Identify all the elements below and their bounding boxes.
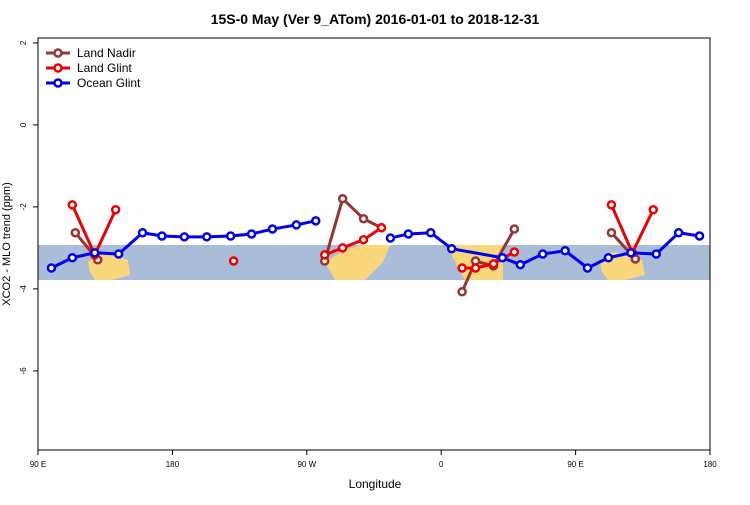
data-point <box>673 227 684 238</box>
data-point <box>291 220 302 230</box>
data-point <box>651 249 661 259</box>
data-point <box>515 259 526 270</box>
land <box>325 245 390 280</box>
data-point <box>311 216 321 226</box>
legend-label: Land Glint <box>77 61 132 75</box>
legend-label: Ocean Glint <box>77 76 141 90</box>
y-tick-label: -6 <box>19 367 28 375</box>
data-point <box>319 250 330 260</box>
data-point <box>403 229 414 239</box>
data-point <box>337 243 348 253</box>
chart-title: 15S-0 May (Ver 9_ATom) 2016-01-01 to 201… <box>211 11 540 27</box>
x-tick-label: 90 E <box>30 460 46 469</box>
data-point <box>457 287 467 297</box>
data-point <box>89 248 100 258</box>
data-point <box>358 234 369 245</box>
y-tick-label: 0 <box>19 122 28 127</box>
data-point <box>606 200 617 210</box>
data-point <box>694 231 705 241</box>
data-point <box>337 193 348 204</box>
plot-frame <box>37 37 711 451</box>
data-point <box>110 205 121 215</box>
data-point <box>626 248 636 258</box>
data-point <box>497 252 508 263</box>
x-axis-label: Longitude <box>349 477 402 491</box>
data-point <box>267 224 278 234</box>
data-point <box>385 233 396 243</box>
data-point <box>509 224 520 234</box>
data-point <box>358 214 369 224</box>
y-tick-label: -4 <box>19 285 28 293</box>
map-background <box>38 245 710 280</box>
data-point <box>137 227 148 238</box>
data-point <box>537 249 548 259</box>
data-point <box>648 205 659 215</box>
x-tick-label: 90 E <box>567 460 583 469</box>
data-point <box>425 227 436 238</box>
data-point <box>70 227 81 238</box>
y-axis-label: XCO2 - MLO trend (ppm) <box>1 182 13 305</box>
data-point <box>509 247 520 257</box>
data-point <box>560 246 570 256</box>
legend-marker <box>53 63 63 73</box>
legend-marker <box>53 48 63 58</box>
data-point <box>246 229 257 239</box>
data-point <box>228 256 239 266</box>
x-tick-label: 0 <box>439 460 444 469</box>
data-point <box>470 263 481 273</box>
data-point <box>376 223 387 233</box>
data-point <box>603 252 614 263</box>
y-tick-label: -2 <box>19 203 28 211</box>
data-point <box>446 243 457 254</box>
x-tick-label: 180 <box>703 460 717 469</box>
data-point <box>582 263 593 273</box>
data-point <box>606 227 617 238</box>
legend-label: Land Nadir <box>77 46 136 60</box>
data-point <box>179 232 190 242</box>
x-tick-label: 180 <box>166 460 180 469</box>
data-point <box>46 263 57 273</box>
legend-marker <box>53 78 63 88</box>
data-point <box>488 259 499 269</box>
data-point <box>113 249 124 259</box>
data-point <box>67 200 78 210</box>
x-tick-label: 90 W <box>297 460 316 469</box>
data-point <box>457 263 467 273</box>
data-point <box>157 231 167 241</box>
y-tick-label: 2 <box>19 40 28 45</box>
series-line <box>74 195 637 293</box>
data-point <box>201 232 212 242</box>
data-point <box>67 252 78 263</box>
data-point <box>225 231 236 241</box>
